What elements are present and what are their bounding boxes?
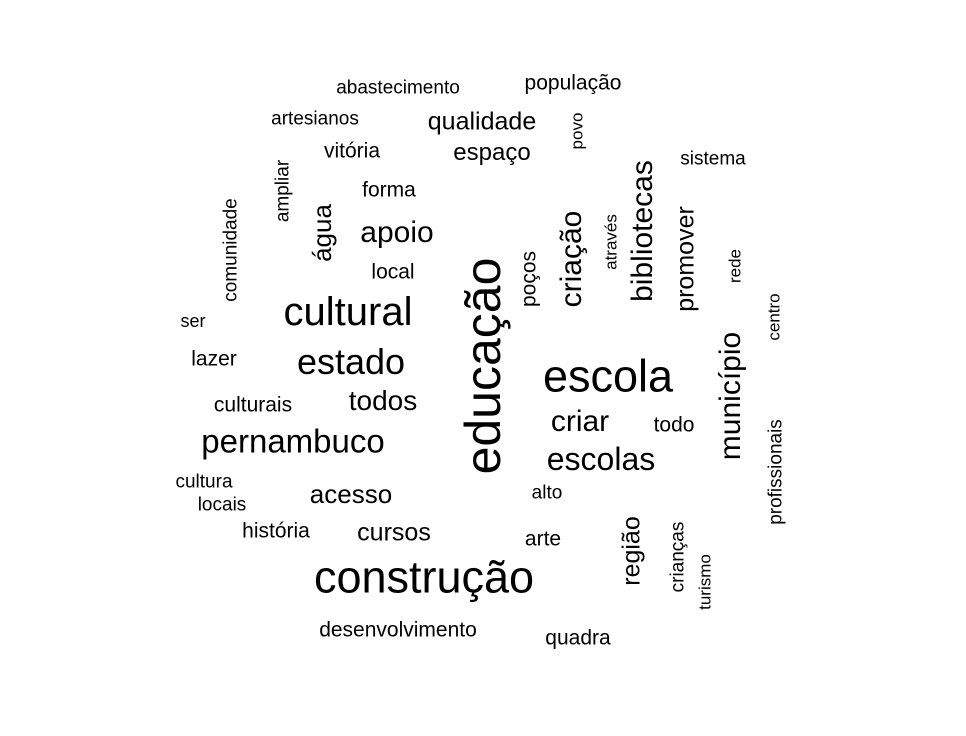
word-locais: locais xyxy=(197,494,247,516)
word-forma: forma xyxy=(362,178,416,202)
word-ampliar: ampliar xyxy=(272,159,294,223)
word-cultura: cultura xyxy=(175,471,233,493)
word-pernambuco: pernambuco xyxy=(201,422,385,460)
word-pocos: poços xyxy=(517,250,541,308)
word-arte: arte xyxy=(524,527,562,551)
word-rede: rede xyxy=(725,248,745,284)
word-populacao: população xyxy=(524,71,622,95)
word-promover: promover xyxy=(671,206,700,312)
word-criacao: criação xyxy=(555,210,588,308)
word-historia: história xyxy=(242,519,310,543)
word-povo: povo xyxy=(567,112,587,150)
word-estado: estado xyxy=(296,341,406,382)
word-construcao: construção xyxy=(313,551,535,603)
word-criar: criar xyxy=(550,405,610,438)
word-educacao: educação xyxy=(455,257,511,475)
word-sistema: sistema xyxy=(680,148,746,170)
word-comunidade: comunidade xyxy=(220,198,242,302)
word-quadra: quadra xyxy=(545,626,611,650)
word-agua: água xyxy=(307,204,337,262)
word-municipio: município xyxy=(714,331,747,461)
word-alto: alto xyxy=(531,482,563,504)
word-vitoria: vitória xyxy=(323,139,381,163)
word-local: local xyxy=(371,260,415,284)
word-escola: escola xyxy=(542,350,674,402)
word-qualidade: qualidade xyxy=(427,107,537,136)
word-centro: centro xyxy=(764,293,784,341)
word-desenvolvimento: desenvolvimento xyxy=(319,618,477,642)
word-espaco: espaço xyxy=(453,139,531,166)
word-abastecimento: abastecimento xyxy=(336,77,460,99)
word-apoio: apoio xyxy=(360,216,434,249)
word-criancas: crianças xyxy=(667,521,689,593)
word-turismo: turismo xyxy=(695,554,715,610)
word-bibliotecas: bibliotecas xyxy=(626,160,659,302)
word-escolas: escolas xyxy=(546,441,656,477)
word-ser: ser xyxy=(180,311,206,331)
word-artesianos: artesianos xyxy=(271,108,359,130)
word-acesso: acesso xyxy=(309,479,393,509)
word-regiao: região xyxy=(617,516,646,586)
word-todo: todo xyxy=(653,413,695,437)
word-culturais: culturais xyxy=(213,393,293,417)
word-todos: todos xyxy=(348,385,418,416)
word-lazer: lazer xyxy=(191,347,237,371)
word-atraves: através xyxy=(601,214,621,270)
word-profissionais: profissionais xyxy=(765,419,787,525)
word-cursos: cursos xyxy=(357,518,431,547)
word-cultural: cultural xyxy=(283,290,413,334)
